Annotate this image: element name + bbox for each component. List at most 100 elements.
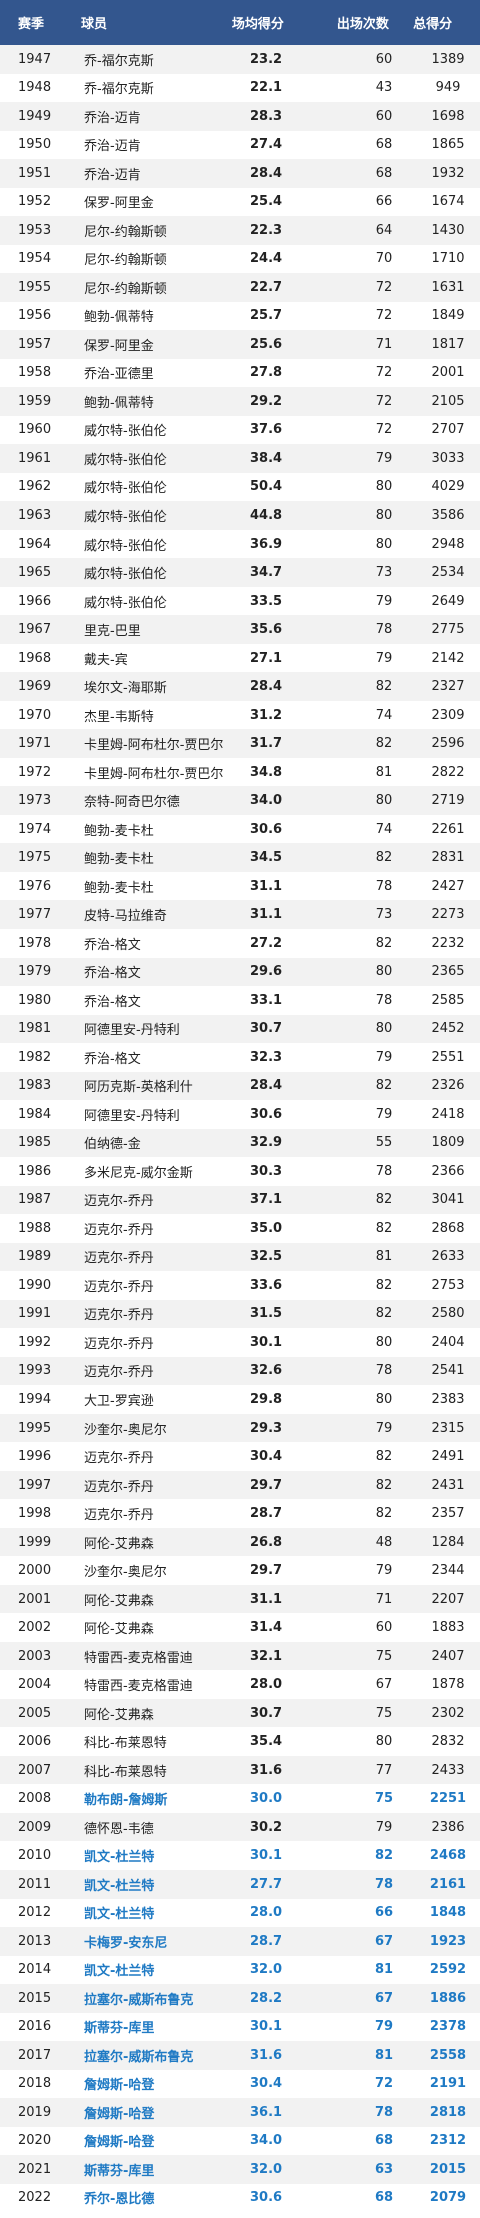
cell-games: 67: [374, 1990, 394, 2006]
cell-total: 2707: [431, 422, 465, 438]
cell-player: 迈克尔-乔丹: [84, 1194, 154, 1210]
cell-total: 2312: [429, 2133, 467, 2149]
cell-games: 68: [374, 2133, 394, 2149]
cell-season: 1960: [18, 422, 52, 438]
cell-player: 迈克尔-乔丹: [84, 1336, 154, 1352]
cell-season: 1967: [18, 622, 52, 638]
cell-total: 3041: [431, 1192, 465, 1208]
cell-games: 66: [375, 194, 393, 210]
cell-total: 2105: [431, 393, 465, 409]
cell-total: 1809: [431, 1135, 465, 1151]
cell-season: 2016: [18, 2019, 52, 2035]
cell-player: 威尔特-张伯伦: [84, 424, 167, 440]
cell-ppg: 33.6: [250, 1277, 283, 1293]
table-row: 1961 威尔特-张伯伦 38.4 79 3033: [0, 444, 480, 473]
cell-season: 1950: [18, 137, 52, 153]
cell-ppg: 24.4: [250, 251, 283, 267]
cell-total: 2753: [431, 1277, 465, 1293]
cell-season: 1978: [18, 935, 52, 951]
cell-season: 2018: [18, 2076, 52, 2092]
cell-player: 鲍勃-麦卡杜: [84, 880, 154, 896]
cell-games: 79: [375, 1563, 393, 1579]
cell-games: 82: [375, 850, 393, 866]
cell-total: 2315: [431, 1420, 465, 1436]
cell-season: 2007: [18, 1762, 52, 1778]
table-row: 2011 凯文-杜兰特 27.7 78 2161: [0, 1870, 480, 1899]
table-row: 2000 沙奎尔-奥尼尔 29.7 79 2344: [0, 1556, 480, 1585]
cell-games: 72: [375, 422, 393, 438]
cell-games: 82: [375, 1078, 393, 1094]
cell-season: 1998: [18, 1506, 52, 1522]
cell-season: 1964: [18, 536, 52, 552]
cell-season: 1952: [18, 194, 52, 210]
cell-ppg: 27.8: [250, 365, 283, 381]
cell-season: 1991: [18, 1306, 52, 1322]
cell-ppg: 28.4: [250, 165, 283, 181]
cell-season: 1992: [18, 1334, 52, 1350]
cell-season: 2009: [18, 1819, 52, 1835]
cell-season: 1985: [18, 1135, 52, 1151]
cell-season: 1984: [18, 1106, 52, 1122]
table-row: 1962 威尔特-张伯伦 50.4 80 4029: [0, 472, 480, 502]
cell-games: 82: [375, 1449, 393, 1465]
cell-games: 77: [375, 1762, 393, 1778]
cell-ppg: 27.7: [250, 1876, 283, 1892]
cell-ppg: 30.3: [250, 1163, 283, 1179]
table-row: 1958 乔治-亚德里 27.8 72 2001: [0, 358, 480, 388]
cell-total: 2327: [431, 679, 465, 695]
table-row: 1951 乔治-迈肯 28.4 68 1932: [0, 159, 480, 188]
cell-total: 2719: [431, 793, 465, 809]
table-row: 1984 阿德里安-丹特利 30.6 79 2418: [0, 1100, 480, 1129]
cell-total: 2365: [431, 964, 465, 980]
cell-games: 81: [375, 1249, 393, 1265]
cell-total: 1817: [431, 336, 465, 352]
cell-season: 1988: [18, 1220, 52, 1236]
table-row: 2009 德怀恩-韦德 30.2 79 2386: [0, 1812, 480, 1842]
cell-ppg: 30.6: [250, 2190, 283, 2206]
cell-season: 1983: [18, 1078, 52, 1094]
table-row: 1952 保罗-阿里金 25.4 66 1674: [0, 187, 480, 217]
cell-games: 79: [375, 593, 393, 609]
cell-games: 43: [375, 80, 393, 96]
cell-season: 1959: [18, 393, 52, 409]
cell-total: 2142: [431, 650, 465, 666]
cell-games: 82: [375, 1506, 393, 1522]
table-header: 赛季 球员 场均得分 出场次数 总得分: [0, 0, 480, 45]
cell-season: 1986: [18, 1163, 52, 1179]
cell-total: 2580: [431, 1306, 465, 1322]
cell-season: 2015: [18, 1990, 52, 2006]
table-row: 2004 特雷西-麦克格雷迪 28.0 67 1878: [0, 1670, 480, 1699]
cell-season: 1995: [18, 1420, 52, 1436]
cell-games: 70: [375, 251, 393, 267]
cell-ppg: 34.5: [250, 850, 283, 866]
cell-player: 威尔特-张伯伦: [84, 567, 167, 583]
table-row: 2012 凯文-杜兰特 28.0 66 1848: [0, 1898, 480, 1928]
table-row: 1983 阿历克斯-英格利什 28.4 82 2326: [0, 1071, 480, 1101]
cell-games: 80: [375, 508, 393, 523]
cell-player: 迈克尔-乔丹: [84, 1308, 154, 1324]
table-row: 1982 乔治-格文 32.3 79 2551: [0, 1043, 480, 1072]
cell-ppg: 38.4: [250, 450, 283, 466]
cell-ppg: 32.3: [250, 1049, 283, 1065]
cell-season: 1970: [18, 707, 52, 723]
cell-season: 1962: [18, 479, 52, 495]
cell-games: 78: [375, 992, 393, 1008]
cell-games: 72: [375, 393, 393, 409]
cell-player: 特雷西-麦克格雷迪: [84, 1650, 193, 1666]
cell-total: 2452: [431, 1021, 465, 1037]
cell-player: 沙奎尔-奥尼尔: [84, 1422, 167, 1438]
cell-ppg: 28.7: [250, 1933, 283, 1949]
table-row: 1991 迈克尔-乔丹 31.5 82 2580: [0, 1299, 480, 1329]
cell-ppg: 30.7: [250, 1705, 283, 1721]
cell-ppg: 35.4: [250, 1734, 283, 1750]
cell-total: 2585: [431, 992, 465, 1008]
table-row: 1948 乔-福尔克斯 22.1 43 949: [0, 73, 480, 103]
cell-player: 迈克尔-乔丹: [84, 1508, 154, 1524]
table-row: 1988 迈克尔-乔丹 35.0 82 2868: [0, 1214, 480, 1243]
cell-total: 2386: [431, 1819, 465, 1835]
cell-total: 2427: [431, 878, 465, 894]
cell-season: 2001: [18, 1591, 52, 1607]
cell-season: 1961: [18, 450, 52, 466]
header-season: 赛季: [18, 17, 45, 32]
cell-season: 2019: [18, 2104, 52, 2120]
